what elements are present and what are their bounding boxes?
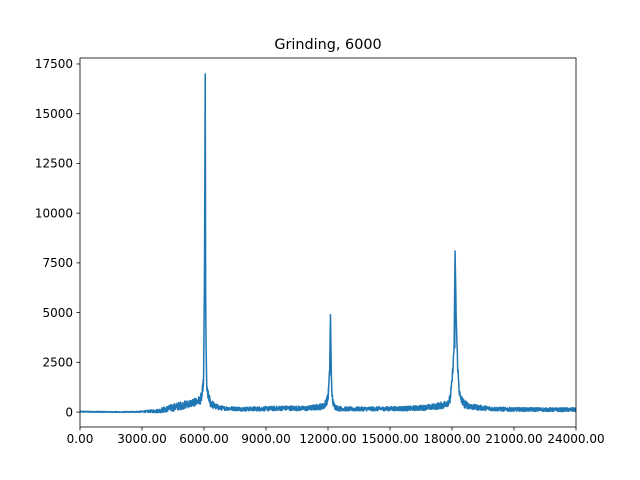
plot-frame [79,57,577,428]
x-tick-label: 24000.00 [547,432,604,446]
y-tick-label: 5000 [42,306,73,320]
x-tick-label: 3000.00 [117,432,167,446]
x-tick-label: 12000.00 [299,432,356,446]
x-tick-label: 18000.00 [423,432,480,446]
y-tick-label: 0 [65,405,73,419]
y-tick-label: 7500 [42,256,73,270]
x-axis: 0.00 3000.00 6000.00 9000.00 12000.00 15000.0… [67,427,605,446]
y-tick-label: 17500 [35,57,73,71]
x-tick-label: 0.00 [67,432,94,446]
x-tick-label: 15000.00 [361,432,418,446]
series-layer [80,73,576,414]
y-tick-label: 15000 [35,107,73,121]
series-line [80,73,576,414]
x-tick-label: 21000.00 [485,432,542,446]
x-tick-label: 6000.00 [179,432,229,446]
y-tick-label: 2500 [42,356,73,370]
y-tick-label: 12500 [35,157,73,171]
chart-title: Grinding, 6000 [274,37,381,53]
y-axis: 0 2500 5000 7500 10000 12500 15000 17500 [35,57,80,419]
y-tick-label: 10000 [35,206,73,220]
x-tick-label: 9000.00 [241,432,291,446]
